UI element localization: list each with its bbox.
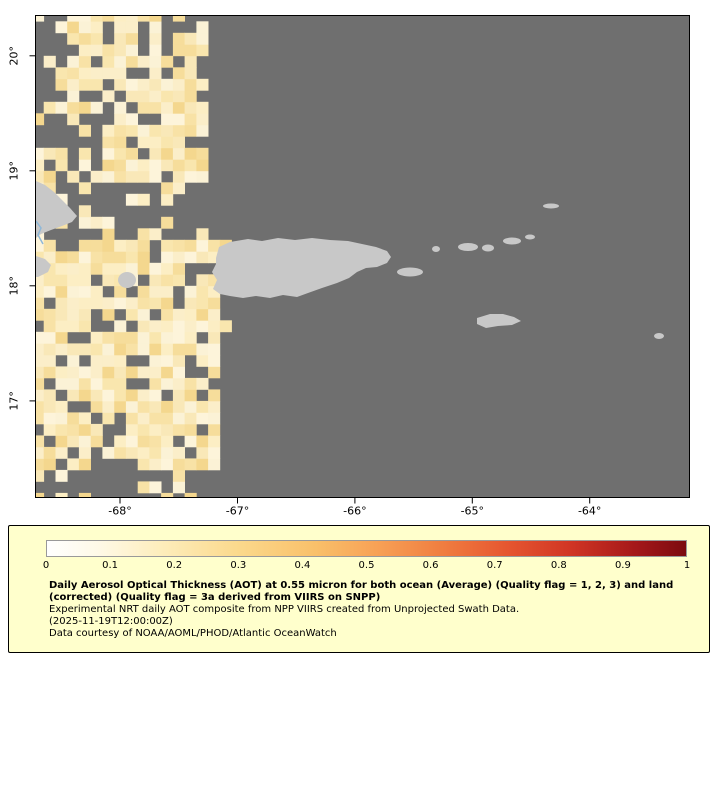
colorbar-tick-label: 0.7 [486,560,503,571]
legend-credit: Data courtesy of NOAA/AOML/PHOD/Atlantic… [49,628,337,639]
st-john [482,244,494,252]
colorbar: 0 0.1 0.2 0.3 0.4 0.5 0.6 0.7 0.8 0.9 1 [42,540,691,572]
colorbar-tick-label: 0.1 [102,560,119,571]
lon-tick-label: -68° [108,505,131,516]
colorbar-tick-label: 0.8 [550,560,567,571]
culebra [432,246,440,252]
lon-tick-label: -65° [461,505,484,516]
lat-tick-label: 17° [8,391,21,411]
lat-tick-label: 18° [8,276,21,296]
virgin-gorda [525,234,535,240]
colorbar-tick-label: 0.4 [294,560,311,571]
st-croix [477,314,521,328]
hispaniola-coast-fragment [36,256,51,277]
colorbar-tick-label: 0 [42,560,50,571]
aot-data-pixels [35,15,232,498]
coast-water-line [35,220,44,245]
legend-text: Daily Aerosol Optical Thickness (AOT) at… [49,580,697,640]
aot-map: 20° 19° 18° 17° -68° -67° -66° -65° -64° [8,15,690,516]
map-border [35,15,690,498]
anegada [543,203,559,209]
legend-title: Daily Aerosol Optical Thickness (AOT) at… [49,580,674,603]
st-thomas [458,243,478,251]
colorbar-tick-label: 0.6 [422,560,439,571]
colorbar-tick-labels: 0 0.1 0.2 0.3 0.4 0.5 0.6 0.7 0.8 0.9 1 [42,557,691,572]
vieques [397,267,423,277]
lat-tick-label: 19° [8,161,21,181]
colorbar-tick-label: 0.2 [166,560,183,571]
lon-tick-label: -66° [343,505,366,516]
legend-panel: 0 0.1 0.2 0.3 0.4 0.5 0.6 0.7 0.8 0.9 1 Daily Aero… [8,525,710,653]
lon-tick-label: -67° [226,505,249,516]
legend-description: Experimental NRT daily AOT composite fro… [49,604,520,615]
legend-timestamp: (2025-11-19T12:00:00Z) [49,616,173,627]
colorbar-tick-label: 1 [683,560,691,571]
colorbar-gradient [46,540,687,557]
colorbar-tick-label: 0.5 [358,560,375,571]
mona-island [118,272,136,288]
colorbar-tick-label: 0.3 [230,560,247,571]
lat-tick-label: 20° [8,46,21,66]
hispaniola-east-tip [36,181,77,238]
lon-tick-label: -64° [578,505,601,516]
small-island-east [654,333,664,339]
land-masses [35,181,664,339]
puerto-rico [212,238,391,298]
colorbar-tick-label: 0.9 [614,560,631,571]
tortola [503,237,521,245]
